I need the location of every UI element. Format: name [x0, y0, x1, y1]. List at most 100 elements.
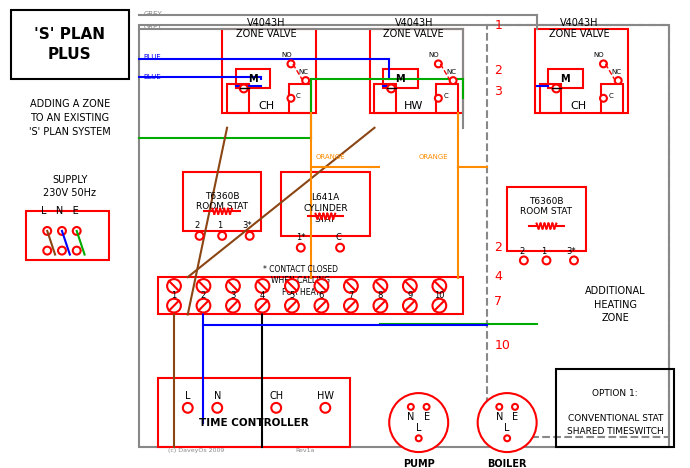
Text: 3: 3	[230, 291, 236, 300]
Text: NO: NO	[428, 52, 439, 58]
Bar	[158, 378, 350, 447]
Text: 2: 2	[519, 247, 524, 256]
Circle shape	[387, 85, 395, 92]
Circle shape	[196, 232, 204, 240]
Text: 3: 3	[494, 85, 502, 98]
Bar	[158, 277, 463, 314]
Bar	[26, 211, 109, 260]
Text: CH: CH	[258, 101, 275, 111]
Circle shape	[600, 60, 607, 67]
Text: T6360B
ROOM STAT: T6360B ROOM STAT	[520, 197, 573, 216]
Text: 1: 1	[217, 221, 222, 230]
Bar	[236, 69, 270, 88]
Text: PUMP: PUMP	[403, 459, 435, 468]
Circle shape	[408, 404, 414, 410]
Circle shape	[213, 403, 222, 413]
Text: BOILER: BOILER	[487, 459, 527, 468]
Bar	[139, 24, 669, 447]
Text: CH: CH	[269, 391, 284, 401]
Circle shape	[288, 60, 295, 67]
Text: GREY: GREY	[144, 11, 162, 17]
Text: C: C	[609, 93, 613, 99]
Text: 3*: 3*	[241, 221, 251, 230]
Text: OPTION 1:

CONVENTIONAL STAT
SHARED TIMESWITCH: OPTION 1: CONVENTIONAL STAT SHARED TIMES…	[567, 389, 664, 436]
Circle shape	[373, 279, 387, 293]
Text: 1: 1	[171, 291, 177, 300]
Circle shape	[600, 95, 607, 102]
Text: N: N	[214, 391, 221, 401]
Text: 3*: 3*	[566, 247, 575, 256]
Bar	[281, 172, 370, 236]
Text: 7: 7	[348, 291, 353, 300]
Bar	[11, 10, 129, 79]
Circle shape	[320, 403, 331, 413]
Circle shape	[615, 77, 622, 84]
Bar	[488, 24, 669, 437]
Text: N: N	[407, 412, 415, 422]
Text: M: M	[248, 73, 257, 84]
Text: TIME CONTROLLER: TIME CONTROLLER	[199, 417, 308, 428]
Text: T6360B
ROOM STAT: T6360B ROOM STAT	[196, 191, 248, 211]
Circle shape	[58, 247, 66, 255]
Circle shape	[167, 279, 181, 293]
Text: ORANGE: ORANGE	[315, 154, 345, 160]
Circle shape	[315, 279, 328, 293]
Text: V4043H
ZONE VALVE: V4043H ZONE VALVE	[384, 18, 444, 39]
Circle shape	[344, 279, 358, 293]
Text: L641A
CYLINDER
STAT: L641A CYLINDER STAT	[303, 193, 348, 224]
Bar	[227, 83, 248, 113]
Text: 8: 8	[377, 291, 383, 300]
Circle shape	[403, 279, 417, 293]
Text: BLUE: BLUE	[144, 73, 161, 80]
Text: 1*: 1*	[296, 233, 306, 242]
Circle shape	[226, 299, 240, 313]
Text: L: L	[416, 424, 422, 433]
Circle shape	[504, 435, 510, 441]
Text: M: M	[560, 73, 570, 84]
Circle shape	[167, 299, 181, 313]
Circle shape	[315, 299, 328, 313]
Text: * CONTACT CLOSED
WHEN CALLING
FOR HEAT: * CONTACT CLOSED WHEN CALLING FOR HEAT	[264, 265, 338, 297]
Text: 4: 4	[260, 291, 265, 300]
Text: HW: HW	[404, 101, 424, 111]
Circle shape	[43, 247, 51, 255]
Circle shape	[183, 403, 193, 413]
Circle shape	[240, 85, 248, 92]
Bar	[289, 83, 311, 113]
Bar	[549, 69, 583, 88]
Circle shape	[416, 435, 422, 441]
Circle shape	[302, 77, 309, 84]
Text: 4: 4	[494, 270, 502, 283]
Circle shape	[570, 256, 578, 264]
Circle shape	[271, 403, 281, 413]
Circle shape	[435, 60, 442, 67]
Circle shape	[435, 95, 442, 102]
Text: E: E	[512, 412, 518, 422]
Text: L: L	[504, 424, 510, 433]
Text: CH: CH	[571, 101, 587, 111]
Text: C: C	[335, 233, 341, 242]
Circle shape	[542, 256, 551, 264]
Circle shape	[72, 227, 81, 235]
Text: ADDING A ZONE
TO AN EXISTING
'S' PLAN SYSTEM: ADDING A ZONE TO AN EXISTING 'S' PLAN SY…	[29, 99, 110, 137]
Text: V4043H
ZONE VALVE: V4043H ZONE VALVE	[549, 18, 609, 39]
Text: C: C	[443, 93, 448, 99]
Text: NC: NC	[611, 69, 621, 75]
Text: 2: 2	[494, 64, 502, 77]
Text: N: N	[495, 412, 503, 422]
Circle shape	[424, 404, 429, 410]
Bar	[540, 83, 561, 113]
Text: NO: NO	[281, 52, 292, 58]
Text: NC: NC	[446, 69, 456, 75]
Circle shape	[512, 404, 518, 410]
Text: 9: 9	[407, 291, 413, 300]
Text: 6: 6	[319, 291, 324, 300]
Text: GREY: GREY	[144, 24, 162, 30]
Circle shape	[218, 232, 226, 240]
Text: 2: 2	[201, 291, 206, 300]
Circle shape	[496, 404, 502, 410]
Circle shape	[255, 279, 269, 293]
Circle shape	[255, 299, 269, 313]
Circle shape	[344, 299, 358, 313]
Text: C: C	[296, 93, 301, 99]
